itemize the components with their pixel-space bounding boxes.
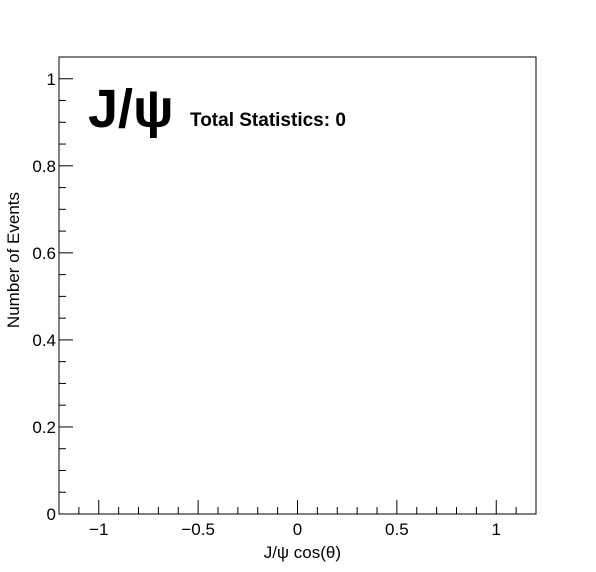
plot-frame	[58, 56, 537, 515]
x-axis-label: J/ψ cos(θ)	[264, 543, 341, 562]
x-tick-label: −1	[89, 520, 108, 539]
y-tick-label: 0	[47, 505, 56, 524]
x-tick-label: 0.5	[385, 520, 409, 539]
y-tick-label: 0.4	[32, 331, 56, 350]
tick-marks	[59, 56, 537, 515]
y-tick-label: 0.2	[32, 418, 56, 437]
x-tick-label: 1	[492, 520, 501, 539]
tick-labels: −1 −0.5 0 0.5 1 0 0.2 0.4 0.6 0.8 1	[32, 70, 501, 539]
statistics-annotation: Total Statistics: 0	[190, 110, 346, 131]
x-tick-label: −0.5	[181, 520, 215, 539]
y-axis-label: Number of Events	[4, 192, 23, 328]
x-tick-label: 0	[293, 520, 302, 539]
y-tick-label: 0.6	[32, 244, 56, 263]
y-tick-label: 0.8	[32, 157, 56, 176]
y-tick-label: 1	[47, 70, 56, 89]
particle-annotation: J/ψ	[88, 79, 174, 139]
